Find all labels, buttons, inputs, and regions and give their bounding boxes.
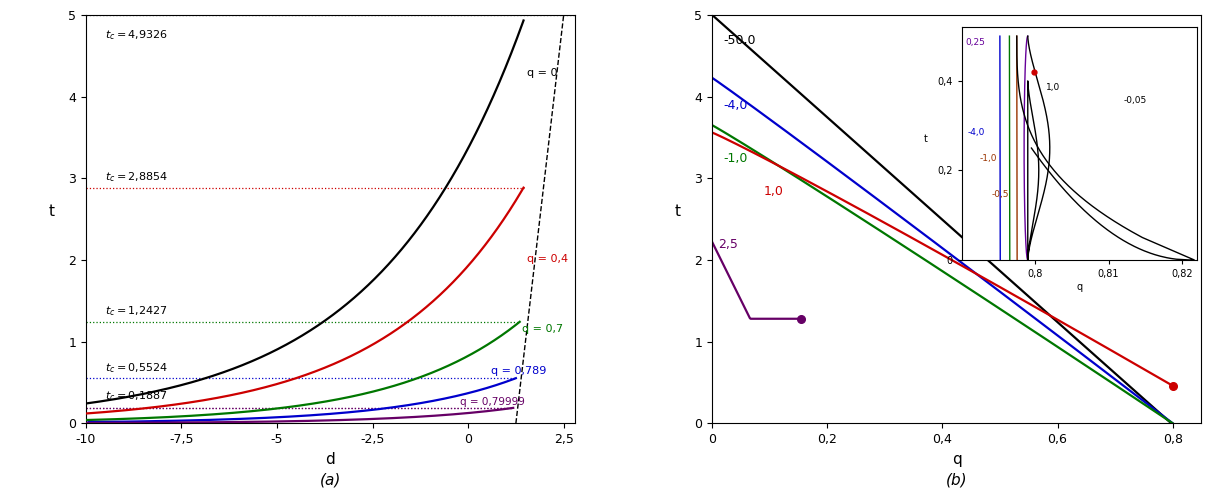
- X-axis label: d: d: [326, 452, 336, 467]
- X-axis label: q: q: [951, 452, 961, 467]
- Text: $t_c = 1{,}2427$: $t_c = 1{,}2427$: [105, 304, 168, 318]
- Y-axis label: t: t: [49, 204, 54, 219]
- Text: -50,0: -50,0: [723, 33, 756, 46]
- Text: $t_c = 0{,}5524$: $t_c = 0{,}5524$: [105, 361, 168, 375]
- Text: q = 0,79999: q = 0,79999: [461, 396, 525, 406]
- Text: q = 0,789: q = 0,789: [492, 367, 547, 376]
- Text: q = 0,4: q = 0,4: [527, 253, 569, 263]
- Text: $t_c = 2{,}8854$: $t_c = 2{,}8854$: [105, 170, 168, 184]
- Text: -1,0: -1,0: [723, 152, 748, 165]
- Text: $t_c = 0{,}1887$: $t_c = 0{,}1887$: [105, 389, 168, 402]
- Text: -4,0: -4,0: [723, 99, 748, 112]
- Text: (b): (b): [946, 473, 967, 488]
- Text: (a): (a): [320, 473, 341, 488]
- Text: 2,5: 2,5: [718, 238, 738, 250]
- Text: $t_c = 4{,}9326$: $t_c = 4{,}9326$: [105, 28, 168, 42]
- Text: 1,0: 1,0: [764, 185, 783, 198]
- Text: q = 0: q = 0: [527, 68, 558, 78]
- Text: q = 0,7: q = 0,7: [522, 324, 564, 334]
- Y-axis label: t: t: [674, 204, 680, 219]
